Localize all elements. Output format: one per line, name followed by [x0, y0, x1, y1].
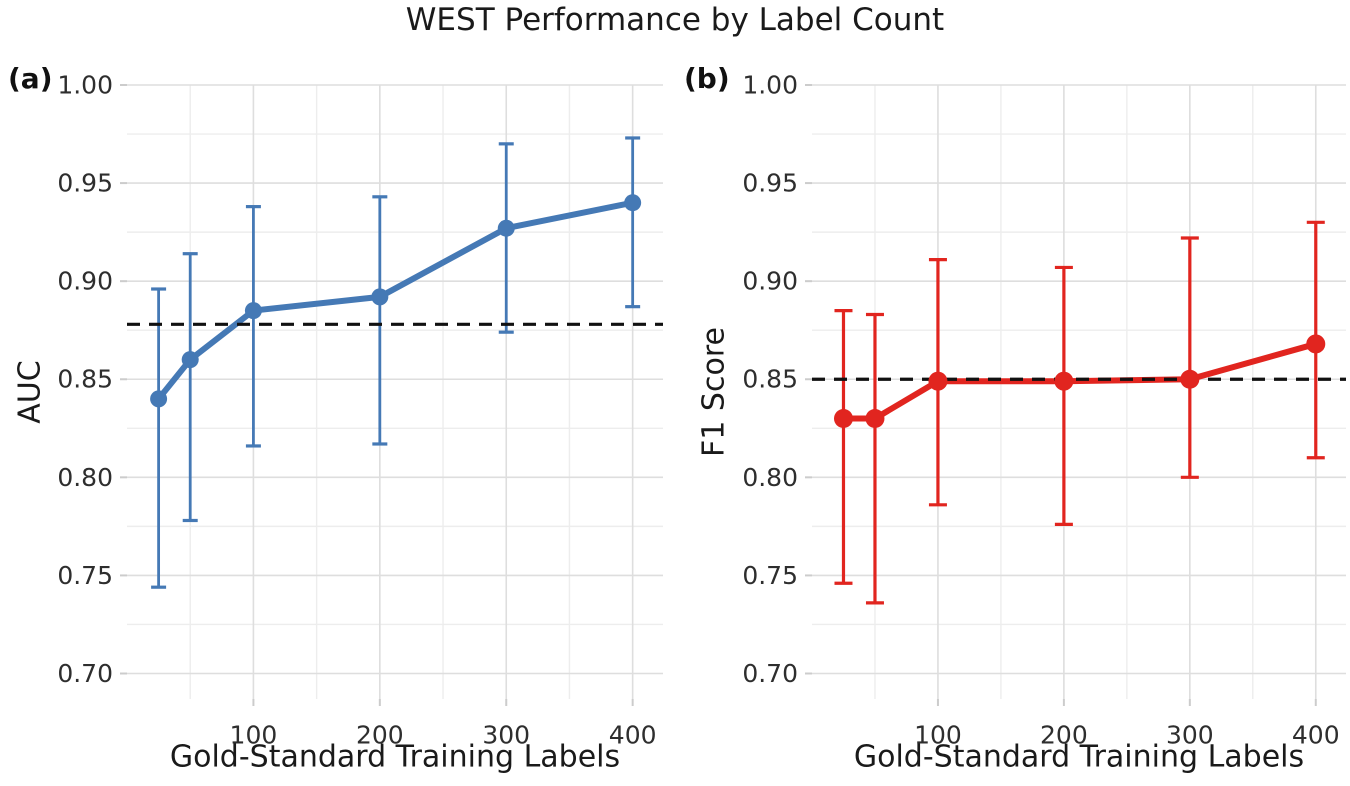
series-line [840, 340, 1319, 422]
y-tick-label: 0.75 [742, 561, 798, 590]
data-point [1054, 371, 1074, 391]
data-point [181, 351, 199, 369]
data-point [865, 408, 885, 428]
y-tick-label: 0.70 [742, 659, 798, 688]
panel-a-tag: (a) [8, 62, 53, 95]
y-tick-label: 0.85 [742, 365, 798, 394]
x-tick-label: 100 [914, 720, 962, 749]
y-tick-label: 0.80 [742, 463, 798, 492]
data-point [150, 390, 168, 408]
panel-b-tag: (b) [684, 62, 730, 95]
y-tick-label: 0.80 [57, 463, 113, 492]
data-point [497, 219, 515, 237]
x-tick-label: 200 [356, 720, 404, 749]
panel-a-x-axis-title: Gold-Standard Training Labels [169, 739, 621, 775]
y-tick-label: 0.85 [57, 365, 113, 394]
data-point [624, 194, 642, 212]
y-tick-label: 1.00 [57, 71, 113, 100]
panel-b: 100 200 300 400 0.70 0.75 0.80 0.85 0.90 0.95 1.00 [742, 71, 1346, 749]
data-point [833, 408, 853, 428]
y-tick-label: 0.75 [57, 561, 113, 590]
x-tick-label: 400 [609, 720, 657, 749]
y-tick-label: 0.90 [742, 267, 798, 296]
x-tick-label: 300 [1166, 720, 1214, 749]
panel-a: 100 200 300 400 0.70 0.75 0.80 0.85 0.90 0.95 1.00 [57, 71, 663, 749]
y-tick-label: 0.90 [57, 267, 113, 296]
x-tick-label: 300 [482, 720, 530, 749]
data-point [1306, 334, 1326, 354]
x-tick-label: 400 [1292, 720, 1340, 749]
y-tick-label: 0.70 [57, 659, 113, 688]
panel-b-x-axis-title: Gold-Standard Training Labels [853, 739, 1305, 775]
chart-title: WEST Performance by Label Count [405, 2, 945, 38]
data-point [1180, 369, 1200, 389]
x-tick-label: 100 [230, 720, 278, 749]
x-tick-label: 200 [1040, 720, 1088, 749]
data-point [244, 302, 262, 320]
data-point [371, 288, 389, 306]
y-tick-label: 0.95 [57, 169, 113, 198]
data-point [928, 371, 948, 391]
y-tick-label: 0.95 [742, 169, 798, 198]
y-tick-label: 1.00 [742, 71, 798, 100]
